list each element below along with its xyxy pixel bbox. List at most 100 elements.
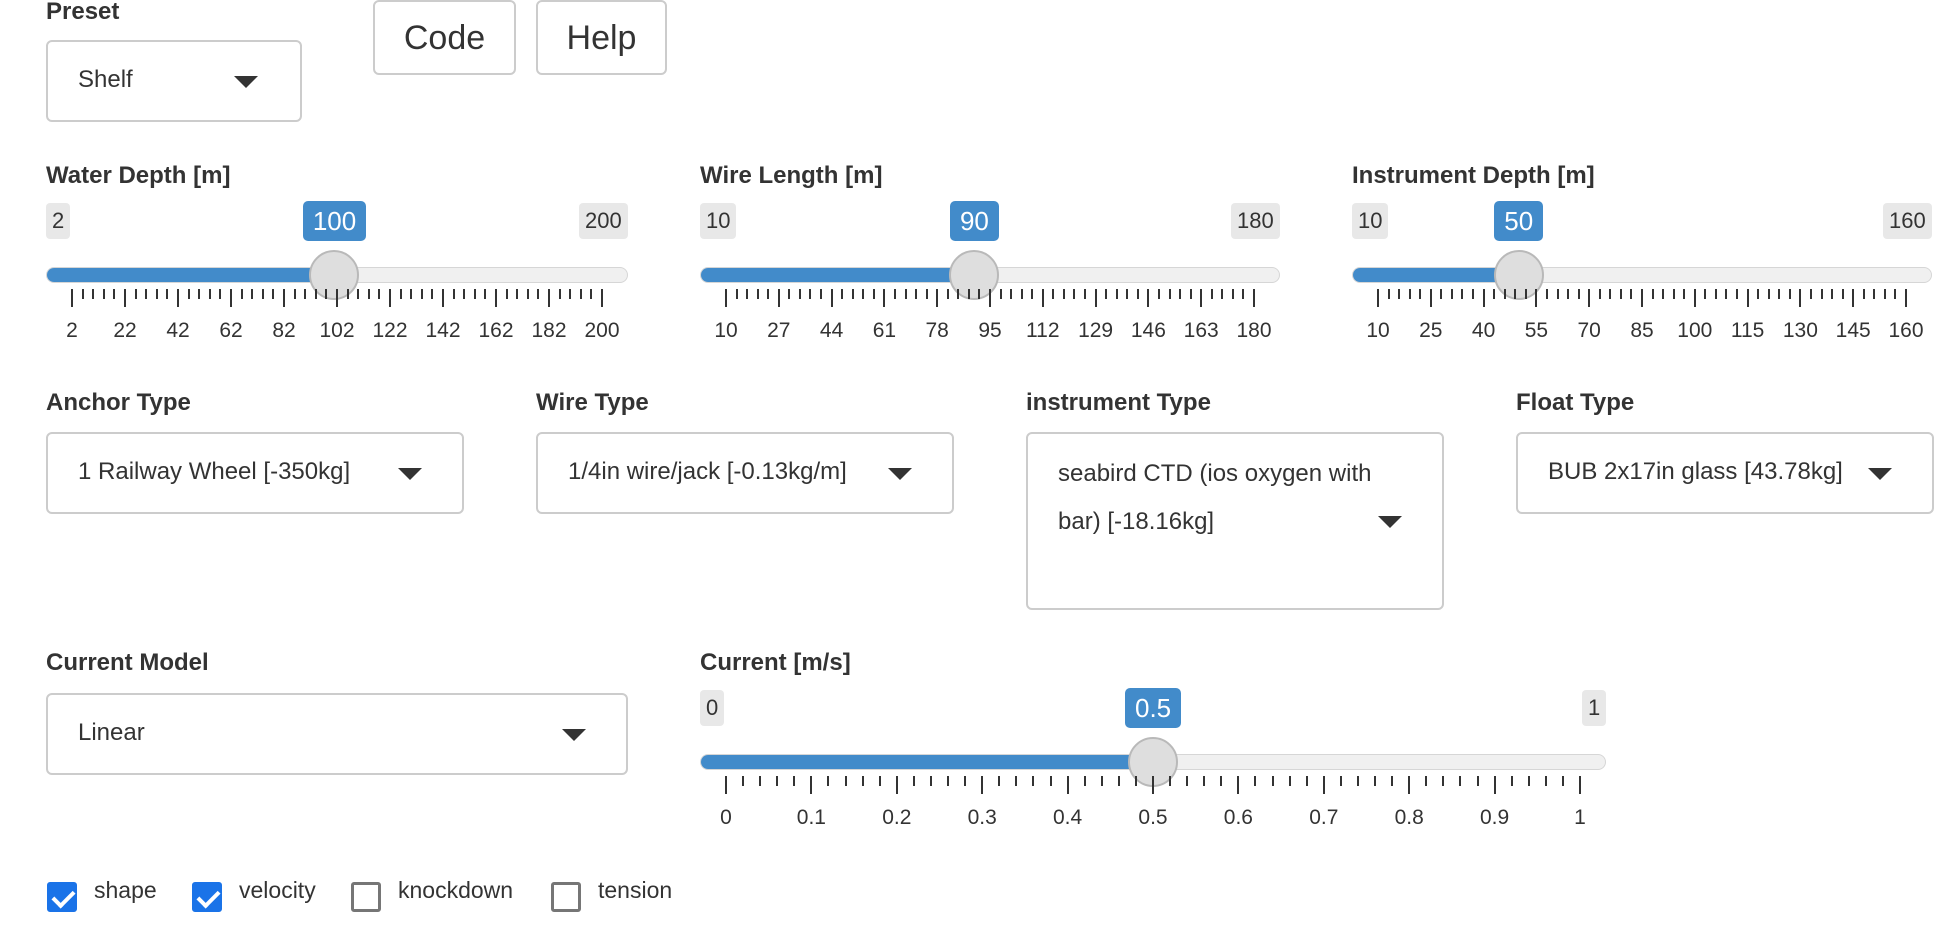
minor-tick [1510,776,1513,786]
minor-tick [1231,289,1234,299]
shape-checkbox[interactable] [47,882,77,912]
tick-label: 122 [372,319,408,342]
minor-tick [878,776,881,786]
min-value-label: 2 [46,203,71,239]
minor-tick [1862,289,1865,299]
minor-tick [1714,289,1717,299]
tension-checkbox[interactable] [551,882,581,912]
major-tick [777,289,780,307]
major-tick [1429,289,1432,307]
major-tick [1253,289,1255,307]
minor-tick [1032,776,1035,786]
slider-handle[interactable] [1493,250,1544,300]
major-tick [1322,776,1325,794]
tick-label: 0.4 [1052,806,1083,829]
instrument-type-select[interactable]: seabird CTD (ios oxygen with bar) [-18.1… [1026,432,1444,610]
minor-tick [827,776,830,786]
instrument-depth-label: Instrument Depth [m] [1352,162,1595,189]
minor-tick [1672,289,1675,299]
tick-label: 162 [478,319,514,342]
minor-tick [893,289,896,299]
tick-label: 115 [1730,319,1765,342]
minor-tick [1169,776,1172,786]
minor-tick [1503,289,1506,299]
minor-tick [957,289,960,299]
major-tick [1408,776,1411,794]
minor-tick [452,289,455,299]
tick-label: 40 [1471,319,1496,342]
help-button[interactable]: Help [536,0,667,75]
min-value-label: 0 [700,690,725,726]
minor-tick [1015,776,1018,786]
anchor-type-value: 1 Railway Wheel [-350kg] [78,458,351,485]
major-tick [1693,289,1696,307]
minor-tick [947,776,950,786]
minor-tick [187,289,190,299]
major-tick [1493,776,1496,794]
minor-tick [558,289,561,299]
minor-tick [1894,289,1897,299]
minor-tick [1136,289,1139,299]
tick-label: 100 [1677,319,1713,342]
major-tick [1746,289,1749,307]
minor-tick [1105,289,1108,299]
slider-track[interactable] [1352,267,1932,283]
current-value-badge: 100 [302,201,367,241]
minor-tick [293,289,296,299]
instrument-type-value-line2: bar) [-18.16kg] [1058,508,1215,535]
slider-fill [1353,268,1520,282]
velocity-checkbox[interactable] [192,882,222,912]
current-model-select[interactable]: Linear [46,693,628,775]
tick-label: 102 [319,319,355,342]
minor-tick [872,289,875,299]
major-tick [1641,289,1643,307]
major-tick [1579,776,1581,794]
minor-tick [820,289,823,299]
tick-label: 200 [584,319,620,342]
minor-tick [1736,289,1739,299]
minor-tick [155,289,158,299]
tick-label: 182 [531,319,567,342]
major-tick [1588,289,1591,307]
minor-tick [967,289,970,299]
slider-handle[interactable] [309,250,360,300]
minor-tick [145,289,148,299]
minor-tick [1493,289,1496,299]
slider-fill [47,268,336,282]
minor-tick [1567,289,1570,299]
preset-select[interactable]: Shelf [46,40,302,122]
minor-tick [1374,776,1377,786]
current-value-badge: 90 [949,201,999,241]
minor-tick [1020,289,1023,299]
major-tick [495,289,497,307]
major-tick [177,289,179,307]
major-tick [989,289,991,307]
instrument-type-label: instrument Type [1026,389,1211,416]
minor-tick [463,289,466,299]
minor-tick [304,289,307,299]
minor-tick [420,289,423,299]
wire-type-select[interactable]: 1/4in wire/jack [-0.13kg/m] [536,432,954,514]
minor-tick [1242,289,1245,299]
minor-tick [473,289,476,299]
minor-tick [1820,289,1823,299]
minor-tick [1100,776,1103,786]
anchor-type-select[interactable]: 1 Railway Wheel [-350kg] [46,432,464,514]
shape-checkbox-label[interactable]: shape [94,877,157,903]
minor-tick [1073,289,1076,299]
major-tick [1237,776,1240,794]
current-value-badge: 0.5 [1125,688,1182,728]
minor-tick [1577,289,1580,299]
knockdown-checkbox-label[interactable]: knockdown [398,877,514,903]
minor-tick [1062,289,1065,299]
float-type-select[interactable]: BUB 2x17in glass [43.78kg] [1516,432,1934,514]
minor-tick [1514,289,1517,299]
tick-label: 112 [1026,319,1060,342]
minor-tick [1651,289,1654,299]
minor-tick [742,776,745,786]
chevron-down-icon [1378,516,1402,528]
velocity-checkbox-label[interactable]: velocity [239,877,316,903]
knockdown-checkbox[interactable] [351,882,381,912]
code-button[interactable]: Code [373,0,516,75]
tension-checkbox-label[interactable]: tension [598,877,673,903]
